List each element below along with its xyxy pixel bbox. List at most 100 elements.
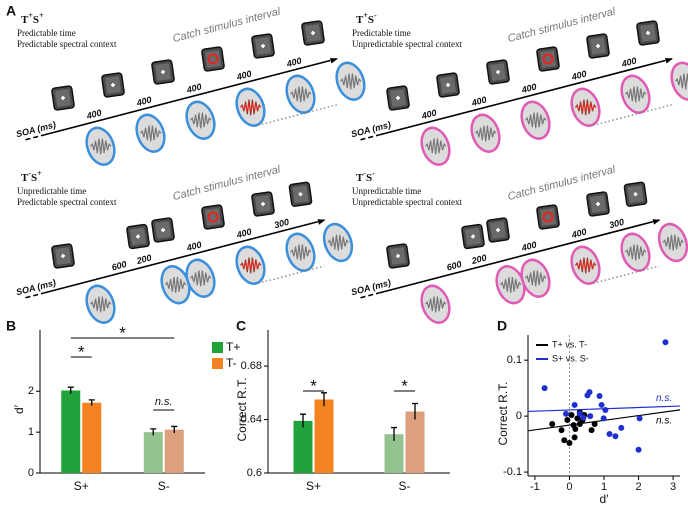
tone-ellipse [420, 284, 451, 324]
timeline [360, 134, 380, 141]
tone-ellipse [285, 232, 316, 272]
significance-label: * [78, 342, 85, 361]
tone-ellipse [85, 126, 116, 166]
timeline [360, 292, 380, 299]
y-axis-label: d′ [12, 404, 26, 414]
point [588, 427, 595, 434]
tone-ellipse [620, 232, 651, 272]
soa-label: 400 [570, 227, 588, 241]
waveform [425, 296, 447, 313]
legend-swatch [212, 358, 223, 369]
wave-line [290, 86, 312, 103]
soa-label: 400 [520, 82, 538, 96]
screen-face [540, 208, 556, 226]
screen [201, 204, 225, 230]
fixation [310, 30, 316, 36]
soa-label: 400 [470, 95, 488, 109]
timeline [25, 292, 45, 299]
arrowhead [665, 58, 673, 64]
wave-line [525, 270, 547, 287]
tone-ellipse [185, 100, 216, 140]
tone-ellipse [520, 258, 551, 298]
x-tick-label: 2 [635, 481, 641, 493]
tone-ellipse [520, 100, 551, 140]
waveform [625, 244, 647, 261]
error-bar [321, 392, 327, 407]
waveform [575, 99, 597, 116]
point [564, 417, 571, 424]
tone [335, 61, 366, 101]
tone [570, 245, 601, 285]
fixation [495, 69, 501, 75]
fixation [60, 253, 66, 259]
y-tick-label: 2 [28, 385, 34, 397]
tone [520, 258, 551, 298]
screen [201, 46, 225, 72]
diagram-title: T+S+ [21, 11, 44, 26]
title-part: - [363, 169, 366, 178]
waveform [290, 244, 312, 261]
waveform [625, 86, 647, 103]
panel-label: B [6, 318, 16, 334]
point [586, 389, 593, 396]
tone [620, 74, 651, 114]
y-tick-label: 0.68 [241, 360, 262, 372]
point [576, 410, 583, 417]
tone-ellipse [235, 245, 266, 285]
fixation [110, 82, 116, 88]
condition-line: Predictable spectral context [17, 39, 117, 49]
point [541, 385, 548, 392]
fixation [135, 234, 141, 239]
panel-label: C [236, 318, 246, 334]
soa-label: 300 [608, 217, 625, 230]
fixation [445, 82, 451, 88]
timeline [379, 60, 661, 136]
wave-line [90, 138, 112, 155]
screen [251, 33, 275, 59]
legend-label: T+ [226, 340, 240, 354]
point [596, 392, 603, 399]
bar [293, 420, 313, 473]
bar [82, 402, 102, 473]
tone-ellipse [185, 258, 216, 298]
condition-line: Predictable time [352, 28, 411, 38]
fixation [633, 192, 638, 197]
wave-line [675, 73, 688, 90]
screen [586, 33, 610, 59]
screen-face [205, 208, 221, 226]
waveform [327, 234, 349, 251]
y-tick-label: 0 [516, 410, 522, 422]
y-axis-label: Correct R.T. [496, 381, 510, 445]
legend-label: S+ vs. S- [552, 353, 589, 363]
tone [185, 258, 216, 298]
point [612, 433, 619, 440]
point [566, 439, 573, 446]
x-tick-label: S- [399, 479, 411, 493]
y-tick-label: 1 [28, 426, 34, 438]
wave-line [425, 296, 447, 313]
wave-line [240, 257, 262, 274]
title-part: - [28, 169, 31, 178]
waveform [425, 138, 447, 155]
y-tick-label: 0.1 [507, 354, 522, 366]
point [571, 401, 578, 408]
legend-label: T+ vs. T- [552, 339, 587, 349]
significance-label: * [119, 323, 126, 342]
tone [520, 100, 551, 140]
tone [85, 126, 116, 166]
wave-line [290, 244, 312, 261]
waveform [165, 276, 187, 293]
waveform [340, 73, 362, 90]
screen-face [540, 50, 556, 68]
screen [101, 72, 125, 98]
title-part: + [363, 11, 368, 20]
waveform [525, 270, 547, 287]
wave-line [140, 125, 162, 142]
wave-line [327, 234, 349, 251]
condition-line: Unpredictable time [352, 186, 421, 196]
screen [436, 72, 460, 98]
tone [420, 126, 451, 166]
significance-label: * [310, 376, 317, 395]
wave-line [425, 138, 447, 155]
